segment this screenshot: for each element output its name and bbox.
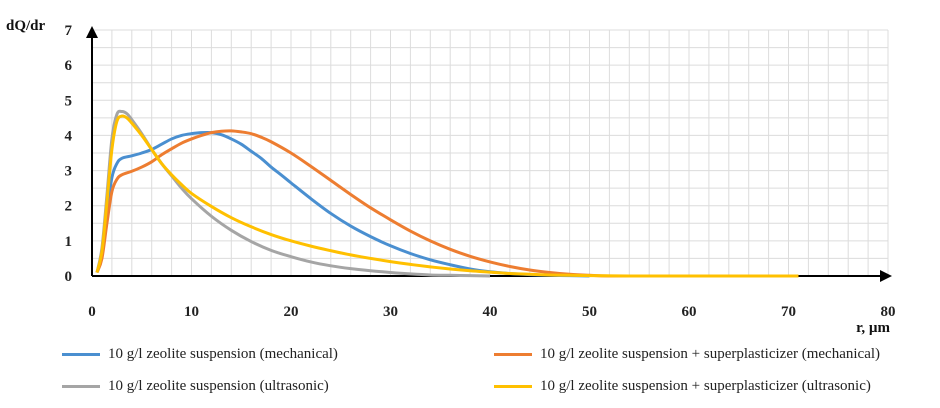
x-tick-label: 10 [184,304,199,320]
x-tick-label: 50 [582,304,597,320]
legend-label: 10 g/l zeolite suspension + superplastic… [540,378,871,394]
legend-swatch [62,353,100,356]
legend-item-series-1: 10 g/l zeolite suspension (mechanical) [62,346,338,363]
x-tick-label: 80 [881,304,896,320]
series-line-3 [95,109,491,278]
legend-swatch [494,385,532,388]
y-axis-arrow-icon [86,26,98,38]
series-lines [95,109,799,278]
y-tick-label: 7 [65,23,73,39]
y-axis-title: dQ/dr [6,18,46,34]
legend-label: 10 g/l zeolite suspension + superplastic… [540,346,881,362]
y-tick-label: 2 [65,199,73,215]
legend: 10 g/l zeolite suspension (mechanical) 1… [58,340,938,400]
x-axis-arrow-icon [880,270,892,282]
tick-labels: 0 10 20 30 40 50 60 70 80 0 1 2 3 4 5 6 7 [65,23,896,320]
y-tick-label: 1 [65,234,73,250]
y-tick-label: 3 [65,164,73,180]
x-tick-label: 30 [383,304,398,320]
legend-label: 10 g/l zeolite suspension (ultrasonic) [108,378,329,394]
legend-item-series-3: 10 g/l zeolite suspension (ultrasonic) [62,378,329,395]
x-tick-label: 60 [682,304,697,320]
x-tick-label: 20 [284,304,299,320]
x-tick-label: 40 [483,304,498,320]
grid [91,29,889,277]
y-tick-label: 4 [65,128,73,144]
legend-item-series-2: 10 g/l zeolite suspension + superplastic… [494,346,880,363]
legend-swatch [62,385,100,388]
series-line-4 [95,114,799,278]
x-axis-title: r, µm [856,320,890,336]
axes [86,26,892,282]
y-tick-label: 0 [65,269,73,285]
y-tick-label: 5 [65,93,73,109]
x-tick-label: 0 [88,304,96,320]
line-chart: 0 10 20 30 40 50 60 70 80 0 1 2 3 4 5 6 7 dQ/dr r, µm [6,18,896,336]
legend-item-series-4: 10 g/l zeolite suspension + superplastic… [494,378,871,395]
series-line-1 [95,130,590,278]
legend-swatch [494,353,532,356]
x-tick-label: 70 [781,304,796,320]
legend-label: 10 g/l zeolite suspension (mechanical) [108,346,338,362]
y-tick-label: 6 [65,58,73,74]
